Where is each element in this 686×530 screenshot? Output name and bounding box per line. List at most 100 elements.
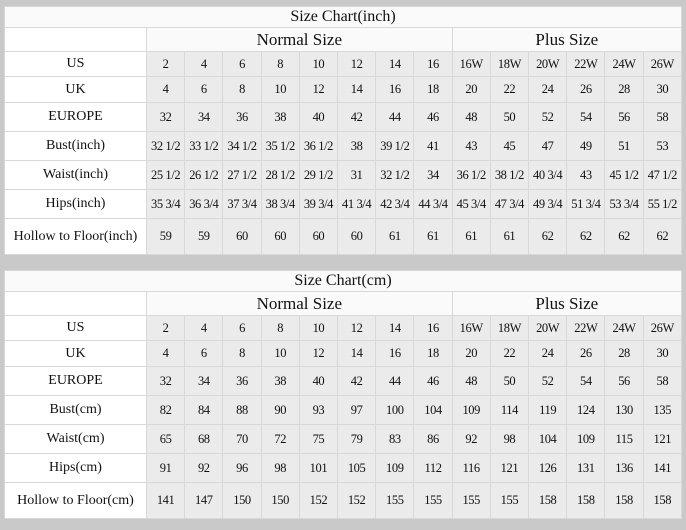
size-cell: 155: [413, 482, 453, 519]
size-cell: 136: [604, 453, 644, 483]
row-label: Hips(inch): [4, 189, 147, 219]
size-cell: 26W: [642, 315, 683, 341]
group-normal-size: Normal Size: [146, 291, 453, 316]
size-cell: 20: [451, 340, 491, 367]
size-cell: 12: [298, 340, 339, 367]
size-cell: 46: [413, 366, 453, 396]
size-cell: 124: [566, 395, 606, 425]
size-cell: 40 3/4: [528, 160, 568, 190]
corner-cell: [4, 27, 147, 52]
table-row: US 2 4 6 8 10 12 14 16 16W 18W 20W 22W 24W 26W: [4, 315, 683, 341]
size-cell: 53 3/4: [604, 189, 644, 219]
size-cell: 62: [642, 218, 683, 255]
size-cell: 2: [145, 51, 186, 77]
table-row: UK 4 6 8 10 12 14 16 18 20 22 24 26 28 30: [4, 340, 683, 367]
table-row: EUROPE 32 34 36 38 40 42 44 46 48 50 52 54 56 58: [4, 102, 683, 132]
size-cell: 38: [337, 131, 377, 161]
size-cell: 79: [337, 424, 377, 454]
size-cell: 26: [566, 76, 606, 103]
size-cell: 92: [184, 453, 224, 483]
size-cell: 46: [413, 102, 453, 132]
size-cell: 6: [222, 51, 262, 77]
size-cell: 52: [528, 366, 568, 396]
size-chart-inch: Size Chart(inch) Normal Size Plus Size US 2 4…: [4, 6, 683, 255]
size-cell: 158: [566, 482, 606, 519]
size-cell: 147: [184, 482, 224, 519]
size-cell: 20W: [528, 315, 568, 341]
table-row: UK 4 6 8 10 12 14 16 18 20 22 24 26 28 30: [4, 76, 683, 103]
size-cell: 43: [451, 131, 491, 161]
size-cell: 22W: [566, 51, 606, 77]
size-cell: 18: [413, 340, 453, 367]
size-cell: 65: [145, 424, 186, 454]
size-cell: 55 1/2: [642, 189, 683, 219]
table-title: Size Chart(cm): [4, 270, 682, 292]
size-cell: 32 1/2: [375, 160, 415, 190]
size-cell: 62: [528, 218, 568, 255]
size-cell: 4: [145, 340, 186, 367]
size-cell: 35 1/2: [260, 131, 300, 161]
size-cell: 100: [375, 395, 415, 425]
size-cell: 109: [566, 424, 606, 454]
size-cell: 38: [260, 366, 300, 396]
size-cell: 6: [184, 76, 224, 103]
size-cell: 130: [604, 395, 644, 425]
size-cell: 14: [337, 340, 377, 367]
size-cell: 56: [604, 366, 644, 396]
size-cell: 10: [260, 340, 300, 367]
size-cell: 8: [222, 76, 262, 103]
row-label: EUROPE: [4, 102, 147, 132]
size-cell: 18W: [489, 315, 530, 341]
size-cell: 68: [184, 424, 224, 454]
row-label: Bust(cm): [4, 395, 147, 425]
size-cell: 91: [145, 453, 186, 483]
size-cell: 34: [184, 366, 224, 396]
size-cell: 24W: [604, 315, 644, 341]
size-cell: 61: [451, 218, 491, 255]
size-cell: 62: [604, 218, 644, 255]
size-cell: 39 1/2: [375, 131, 415, 161]
size-cell: 72: [260, 424, 300, 454]
size-cell: 115: [604, 424, 644, 454]
size-cell: 34: [184, 102, 224, 132]
size-cell: 14: [375, 315, 415, 341]
size-cell: 90: [260, 395, 300, 425]
table-row: Bust(cm) 82 84 88 90 93 97 100 104 109 114 119 124 13…: [4, 395, 683, 425]
size-cell: 28: [604, 340, 644, 367]
size-cell: 155: [451, 482, 491, 519]
size-cell: 75: [298, 424, 339, 454]
size-cell: 27 1/2: [222, 160, 262, 190]
size-cell: 93: [298, 395, 339, 425]
size-cell: 8: [222, 340, 262, 367]
size-cell: 48: [451, 102, 491, 132]
size-cell: 62: [566, 218, 606, 255]
size-cell: 155: [375, 482, 415, 519]
size-cell: 50: [489, 102, 530, 132]
size-cell: 155: [489, 482, 530, 519]
size-cell: 42 3/4: [375, 189, 415, 219]
size-cell: 16: [375, 76, 415, 103]
size-cell: 24: [528, 340, 568, 367]
row-label: Hollow to Floor(inch): [4, 218, 147, 255]
size-cell: 22W: [566, 315, 606, 341]
size-cell: 35 3/4: [145, 189, 186, 219]
size-cell: 141: [642, 453, 683, 483]
size-cell: 59: [184, 218, 224, 255]
row-label: UK: [4, 340, 147, 367]
size-cell: 60: [260, 218, 300, 255]
size-cell: 24: [528, 76, 568, 103]
size-cell: 70: [222, 424, 262, 454]
size-cell: 88: [222, 395, 262, 425]
size-cell: 150: [222, 482, 262, 519]
size-cell: 51 3/4: [566, 189, 606, 219]
size-cell: 135: [642, 395, 683, 425]
size-cell: 41 3/4: [337, 189, 377, 219]
size-cell: 126: [528, 453, 568, 483]
size-cell: 28 1/2: [260, 160, 300, 190]
size-cell: 22: [489, 76, 530, 103]
size-cell: 109: [451, 395, 491, 425]
size-cell: 36: [222, 366, 262, 396]
size-cell: 42: [337, 366, 377, 396]
size-cell: 26: [566, 340, 606, 367]
table-row: Hips(inch) 35 3/4 36 3/4 37 3/4 38 3/4 39 3/4…: [4, 189, 683, 219]
